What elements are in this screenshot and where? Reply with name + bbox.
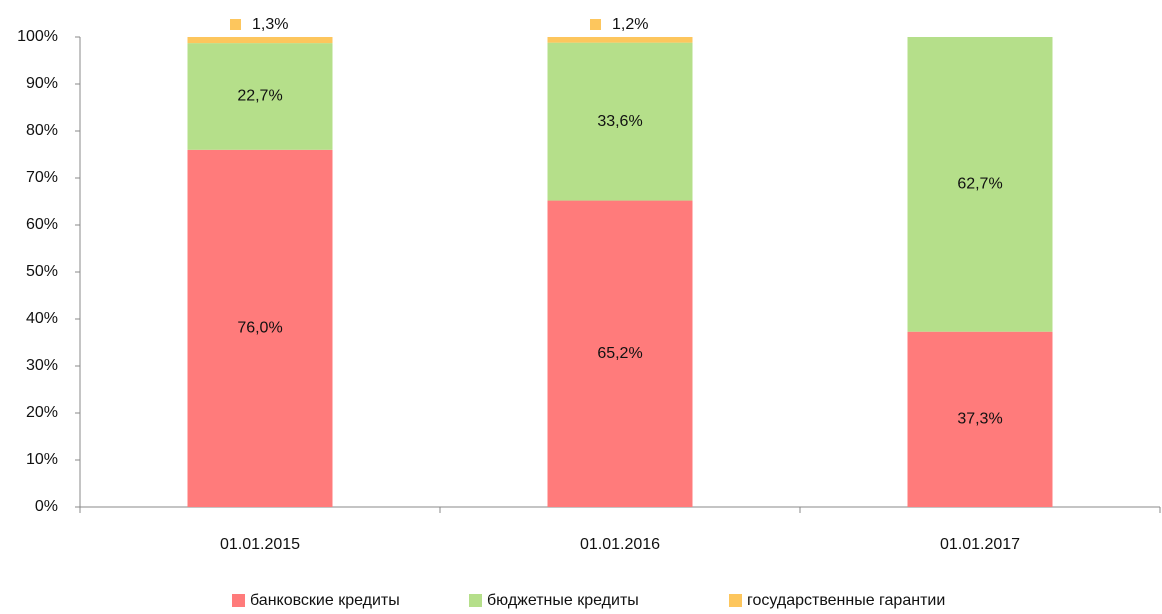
bar-segment — [907, 331, 1053, 507]
legend-label: государственные гарантии — [747, 592, 945, 609]
x-tick-label: 01.01.2015 — [220, 536, 300, 553]
y-tick-label: 10% — [26, 451, 58, 468]
bar-segment — [547, 200, 693, 507]
value-label: 1,3% — [252, 16, 288, 33]
value-label: 37,3% — [957, 411, 1002, 428]
y-tick-label: 60% — [26, 216, 58, 233]
y-tick-label: 70% — [26, 169, 58, 186]
y-tick-label: 20% — [26, 404, 58, 421]
bar-segment — [187, 37, 333, 44]
value-label: 62,7% — [957, 176, 1002, 193]
y-tick-label: 30% — [26, 357, 58, 374]
y-tick-label: 50% — [26, 263, 58, 280]
bar-segment — [907, 37, 1053, 332]
x-tick-label: 01.01.2017 — [940, 536, 1020, 553]
legend-label: банковские кредиты — [250, 592, 400, 609]
bar-segment — [187, 149, 333, 508]
label-marker — [590, 19, 601, 30]
y-tick-label: 80% — [26, 122, 58, 139]
legend-swatch — [729, 594, 742, 607]
value-label: 1,2% — [612, 16, 648, 33]
label-marker — [230, 19, 241, 30]
x-tick-label: 01.01.2016 — [580, 536, 660, 553]
value-label: 65,2% — [597, 345, 642, 362]
bar-segment — [187, 43, 333, 150]
bar-segment — [547, 37, 693, 43]
y-tick-label: 40% — [26, 310, 58, 327]
bar-segment — [547, 42, 693, 201]
legend-label: бюджетные кредиты — [487, 592, 639, 609]
value-label: 76,0% — [237, 320, 282, 337]
y-tick-label: 0% — [35, 498, 58, 515]
y-tick-label: 90% — [26, 75, 58, 92]
legend-swatch — [232, 594, 245, 607]
y-tick-label: 100% — [17, 28, 58, 45]
value-label: 33,6% — [597, 113, 642, 130]
legend-swatch — [469, 594, 482, 607]
value-label: 22,7% — [237, 88, 282, 105]
